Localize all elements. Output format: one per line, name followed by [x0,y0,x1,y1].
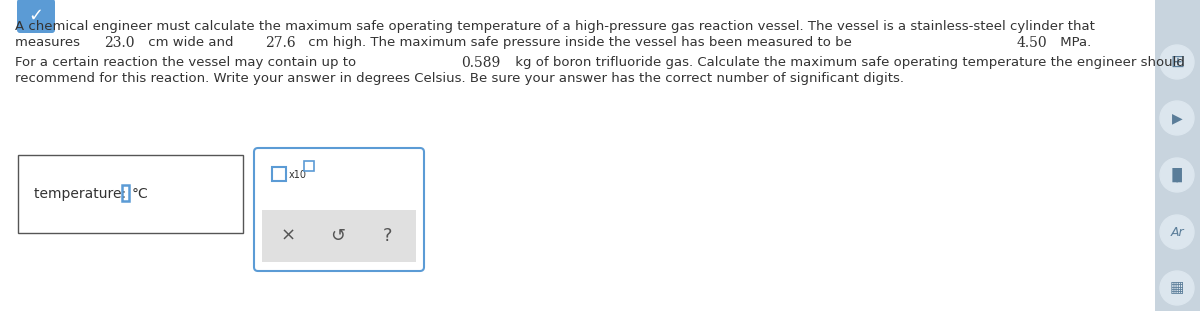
Text: ×: × [281,227,295,245]
Bar [1154,0,1200,311]
Text: 0.589: 0.589 [461,56,500,70]
Bar [304,161,314,171]
Text: 4.50: 4.50 [1016,36,1048,50]
Text: ⊞: ⊞ [1170,53,1184,71]
Text: °C: °C [132,187,149,201]
Bar [262,210,416,262]
Text: cm high. The maximum safe pressure inside the vessel has been measured to be: cm high. The maximum safe pressure insid… [304,36,857,49]
Text: MPa.: MPa. [1056,36,1091,49]
Text: temperature:: temperature: [34,187,131,201]
Text: recommend for this reaction. Write your answer in degrees Celsius. Be sure your : recommend for this reaction. Write your … [14,72,904,85]
Circle shape [1160,101,1194,135]
FancyBboxPatch shape [254,148,424,271]
Text: kg of boron trifluoride gas. Calculate the maximum safe operating temperature th: kg of boron trifluoride gas. Calculate t… [511,56,1186,69]
FancyBboxPatch shape [17,0,55,33]
Text: ▶: ▶ [1171,111,1182,125]
Text: x10: x10 [289,170,307,180]
Circle shape [1160,158,1194,192]
Text: measures: measures [14,36,84,49]
Text: A chemical engineer must calculate the maximum safe operating temperature of a h: A chemical engineer must calculate the m… [14,20,1094,33]
Bar [122,185,130,201]
Text: For a certain reaction the vessel may contain up to: For a certain reaction the vessel may co… [14,56,360,69]
Text: 23.0: 23.0 [104,36,134,50]
Text: Ar: Ar [1170,225,1184,239]
Text: ?: ? [383,227,392,245]
Text: ▐▌: ▐▌ [1166,168,1188,182]
Circle shape [1160,215,1194,249]
Text: ✓: ✓ [29,7,43,25]
Bar [18,155,242,233]
Circle shape [1160,271,1194,305]
Bar [272,167,286,181]
Text: 27.6: 27.6 [265,36,295,50]
Circle shape [1160,45,1194,79]
Text: cm wide and: cm wide and [144,36,238,49]
Text: ▦: ▦ [1170,281,1184,295]
Text: ↺: ↺ [330,227,346,245]
